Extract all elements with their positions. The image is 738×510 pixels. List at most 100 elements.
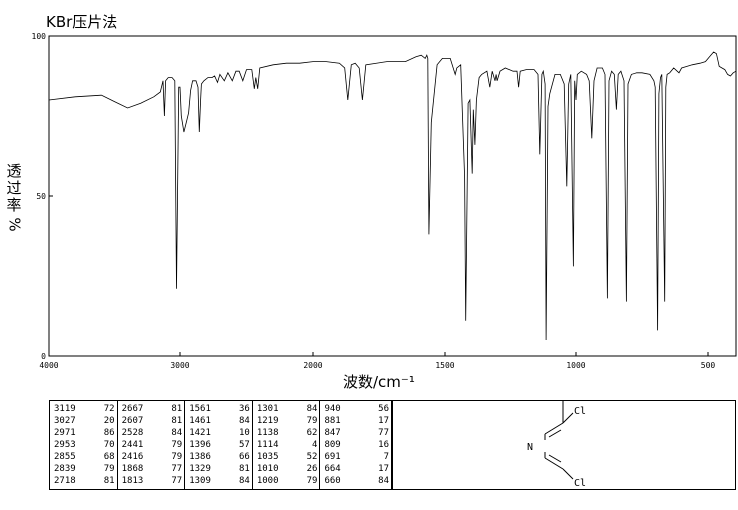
peak-table-row: 1813 77 bbox=[122, 475, 183, 487]
peak-transmittance: 81 bbox=[171, 404, 183, 414]
chart-axes bbox=[48, 35, 737, 357]
peak-wavenumber: 691 bbox=[324, 452, 341, 462]
peak-wavenumber: 1010 bbox=[256, 464, 279, 474]
peak-wavenumber: 1396 bbox=[189, 440, 211, 450]
peak-transmittance: 79 bbox=[306, 476, 318, 486]
peak-transmittance: 70 bbox=[103, 440, 115, 450]
peak-transmittance: 10 bbox=[238, 428, 250, 438]
peak-table-column: 1301 84 1219 79 1138 62 1114 4 1035 52 1010 26 1000 7… bbox=[253, 401, 321, 489]
pyridine-ring bbox=[544, 401, 574, 480]
peak-transmittance: 20 bbox=[103, 416, 115, 426]
peak-table-row: 2855 68 bbox=[54, 451, 115, 463]
y-tick-label: 100 bbox=[32, 32, 47, 41]
peak-table-row: 809 16 bbox=[324, 439, 389, 451]
peak-wavenumber: 2528 bbox=[121, 428, 144, 438]
peak-wavenumber: 1813 bbox=[121, 476, 144, 486]
peak-table-row: 2441 79 bbox=[122, 439, 183, 451]
peak-transmittance: 52 bbox=[306, 452, 318, 462]
peak-wavenumber: 2855 bbox=[54, 452, 76, 462]
peak-table-row: 2667 81 bbox=[122, 403, 183, 415]
ir-spectrum-chart: 4000 3000 2000 1500 1000 500 0 50 100 bbox=[32, 32, 737, 370]
peak-wavenumber: 664 bbox=[324, 464, 341, 474]
peak-table-row: 1868 77 bbox=[122, 463, 183, 475]
peak-table-column: 940 56 881 17 847 77 809 16 691 7 664 17 660 84 bbox=[320, 401, 391, 489]
peak-table-row: 1138 62 bbox=[257, 427, 318, 439]
peak-transmittance: 86 bbox=[103, 428, 115, 438]
peak-table-column: 3119 72 3027 20 2971 86 2953 70 2855 68 2839 79 2718… bbox=[50, 401, 118, 489]
peak-wavenumber: 1561 bbox=[189, 404, 211, 414]
peak-wavenumber: 2971 bbox=[54, 428, 76, 438]
peak-wavenumber: 1386 bbox=[189, 452, 211, 462]
peak-wavenumber: 1301 bbox=[256, 404, 279, 414]
y-tick-label: 50 bbox=[36, 192, 46, 201]
peak-transmittance: 84 bbox=[306, 404, 318, 414]
peak-table-row: 1561 36 bbox=[189, 403, 250, 415]
y-axis-label-text: 透过率 bbox=[6, 162, 22, 214]
peak-table-row: 2718 81 bbox=[54, 475, 115, 487]
peak-table-column: 2667 81 2607 81 2528 84 2441 79 2416 79 1868 77 1813… bbox=[118, 401, 186, 489]
molecule-structure: N Cl Cl bbox=[527, 401, 586, 489]
peak-wavenumber: 1421 bbox=[189, 428, 211, 438]
peak-wavenumber: 1329 bbox=[189, 464, 211, 474]
peak-table-row: 1219 79 bbox=[257, 415, 318, 427]
peak-table-row: 2839 79 bbox=[54, 463, 115, 475]
peak-table-row: 1421 10 bbox=[189, 427, 250, 439]
peak-table-row: 660 84 bbox=[324, 475, 389, 487]
chart-ticks: 4000 3000 2000 1500 1000 500 0 50 100 bbox=[32, 32, 716, 370]
peak-wavenumber: 847 bbox=[324, 428, 341, 438]
peak-wavenumber: 1035 bbox=[256, 452, 279, 462]
peak-transmittance: 17 bbox=[378, 464, 390, 474]
peak-transmittance: 84 bbox=[238, 416, 250, 426]
peak-wavenumber: 660 bbox=[324, 476, 341, 486]
peak-transmittance: 66 bbox=[238, 452, 250, 462]
peak-wavenumber: 2667 bbox=[121, 404, 144, 414]
nitrogen-atom-label: N bbox=[527, 442, 533, 453]
peak-transmittance: 72 bbox=[103, 404, 115, 414]
peak-table-row: 3027 20 bbox=[54, 415, 115, 427]
peak-transmittance: 77 bbox=[171, 464, 183, 474]
peak-table-row: 881 17 bbox=[324, 415, 389, 427]
peak-transmittance: 36 bbox=[238, 404, 250, 414]
peak-wavenumber: 3119 bbox=[54, 404, 76, 414]
spectrum-line bbox=[48, 51, 737, 341]
chart-title: KBr压片法 bbox=[46, 13, 118, 31]
peak-transmittance: 79 bbox=[171, 452, 183, 462]
peak-wavenumber: 1461 bbox=[189, 416, 211, 426]
peak-wavenumber: 2607 bbox=[121, 416, 144, 426]
peak-table-row: 1309 84 bbox=[189, 475, 250, 487]
peak-table-row: 2971 86 bbox=[54, 427, 115, 439]
peak-table-row: 691 7 bbox=[324, 451, 389, 463]
peak-table: 3119 72 3027 20 2971 86 2953 70 2855 68 2839 79 2718… bbox=[49, 400, 392, 490]
x-tick-label: 1500 bbox=[435, 361, 454, 370]
peak-table-row: 1301 84 bbox=[257, 403, 318, 415]
peak-wavenumber: 2839 bbox=[54, 464, 76, 474]
peak-transmittance: 68 bbox=[103, 452, 115, 462]
peak-transmittance: 81 bbox=[171, 416, 183, 426]
peak-transmittance: 4 bbox=[312, 440, 318, 450]
peak-wavenumber: 2441 bbox=[121, 440, 144, 450]
peak-transmittance: 56 bbox=[378, 404, 390, 414]
x-tick-label: 2000 bbox=[303, 361, 322, 370]
peak-table-row: 1035 52 bbox=[257, 451, 318, 463]
peak-wavenumber: 881 bbox=[324, 416, 341, 426]
peak-transmittance: 7 bbox=[383, 452, 390, 462]
peak-wavenumber: 2718 bbox=[54, 476, 76, 486]
peak-transmittance: 81 bbox=[103, 476, 115, 486]
x-axis-label: 波数/cm⁻¹ bbox=[343, 373, 415, 391]
peak-wavenumber: 1309 bbox=[189, 476, 211, 486]
peak-wavenumber: 1868 bbox=[121, 464, 144, 474]
peak-wavenumber: 2953 bbox=[54, 440, 76, 450]
peak-transmittance: 77 bbox=[171, 476, 183, 486]
peak-transmittance: 16 bbox=[378, 440, 390, 450]
peak-transmittance: 62 bbox=[306, 428, 318, 438]
peak-wavenumber: 1138 bbox=[256, 428, 279, 438]
peak-table-row: 2953 70 bbox=[54, 439, 115, 451]
peak-transmittance: 79 bbox=[103, 464, 115, 474]
peak-transmittance: 84 bbox=[378, 476, 390, 486]
peak-transmittance: 79 bbox=[306, 416, 318, 426]
peak-table-row: 1329 81 bbox=[189, 463, 250, 475]
peak-transmittance: 84 bbox=[171, 428, 183, 438]
peak-transmittance: 84 bbox=[238, 476, 250, 486]
peak-wavenumber: 3027 bbox=[54, 416, 76, 426]
peak-transmittance: 77 bbox=[378, 428, 390, 438]
